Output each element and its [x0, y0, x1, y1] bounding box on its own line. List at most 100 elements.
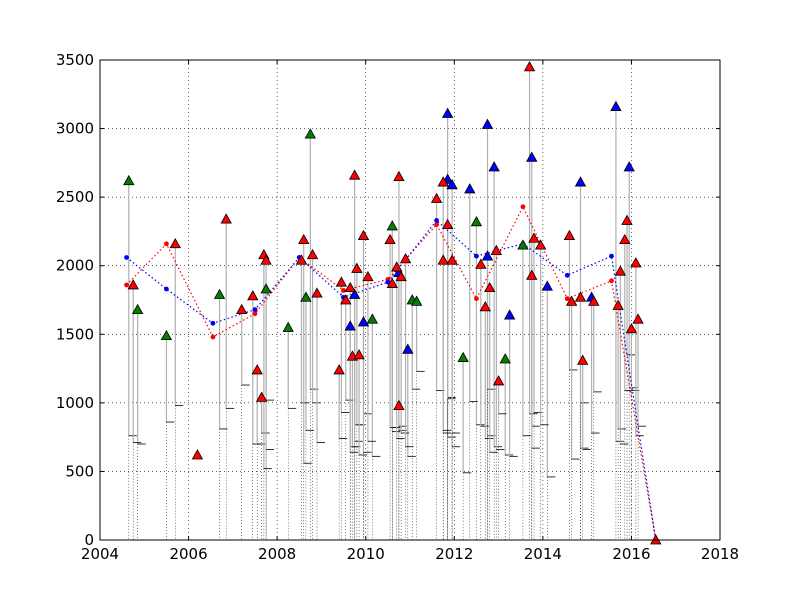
trend-point-blue — [385, 279, 391, 285]
y-tick-label: 1000 — [56, 394, 94, 412]
data-point-green — [304, 128, 317, 139]
data-point-green — [366, 313, 379, 324]
data-point-red — [348, 169, 361, 180]
data-point-red — [236, 303, 248, 315]
y-tick-label: 3500 — [56, 51, 94, 69]
data-point-red — [393, 170, 405, 181]
trend-point-blue — [474, 253, 479, 259]
trend-point-red — [210, 334, 216, 340]
data-point-green — [282, 321, 294, 332]
y-tick-label: 500 — [65, 462, 94, 480]
trend-point-red — [520, 204, 526, 210]
trend-point-blue — [124, 255, 129, 260]
data-point-green — [123, 174, 135, 186]
data-point-red — [446, 254, 458, 265]
trend-point-red — [341, 288, 346, 293]
y-tick-label: 2500 — [56, 188, 94, 206]
trend-point-blue — [252, 307, 258, 312]
trend-point-blue — [164, 286, 169, 292]
data-point-blue — [348, 288, 361, 299]
data-point-red — [351, 262, 363, 273]
y-tick-label: 1500 — [56, 325, 94, 343]
data-point-blue — [503, 309, 516, 320]
data-point-red — [384, 233, 396, 245]
data-point-blue — [610, 100, 622, 112]
trend-point-red — [564, 296, 570, 302]
axes-layer: 2004 2006 2008 2010 2012 2014 2016 2018 0 500 1000… — [56, 51, 739, 563]
data-point-red — [588, 295, 600, 306]
data-point-blue — [541, 280, 553, 291]
trend-point-red — [434, 222, 439, 227]
data-point-red — [523, 61, 536, 72]
data-point-blue — [446, 178, 458, 190]
trend-point-red — [474, 296, 479, 302]
data-point-red — [220, 213, 232, 224]
data-point-red — [295, 254, 308, 265]
x-tick-label: 2016 — [612, 545, 650, 563]
trend-point-blue — [609, 253, 614, 259]
data-point-red — [357, 229, 370, 240]
data-point-green — [386, 220, 398, 231]
trend-point-red — [252, 311, 258, 317]
data-point-red — [430, 192, 443, 203]
data-point-red — [612, 299, 624, 310]
data-point-red — [625, 322, 638, 334]
data-point-red — [574, 291, 587, 302]
data-point-green — [457, 351, 469, 363]
data-point-red — [306, 248, 319, 260]
trend-point-blue — [434, 218, 439, 223]
data-point-red — [399, 253, 412, 264]
data-point-red — [127, 279, 139, 290]
data-point-green — [410, 295, 423, 306]
data-point-red — [255, 391, 268, 402]
data-point-red — [395, 270, 407, 282]
data-point-green — [260, 283, 272, 294]
data-point-red — [475, 258, 487, 269]
data-point-blue — [344, 320, 356, 331]
data-point-red — [528, 232, 540, 243]
data-point-red — [565, 295, 578, 306]
data-point-red — [437, 254, 449, 265]
data-point-red — [344, 281, 356, 293]
data-point-blue — [623, 161, 635, 172]
plot-area-frame — [99, 59, 721, 541]
data-point-blue — [526, 151, 538, 162]
data-point-green — [213, 288, 226, 299]
trend-point-red — [124, 282, 129, 288]
y-tick-label: 2000 — [56, 257, 94, 275]
data-point-red — [479, 301, 491, 312]
stems-layer — [128, 66, 647, 540]
data-point-red — [484, 281, 496, 293]
data-point-blue — [481, 250, 494, 261]
data-point-red — [534, 239, 547, 250]
data-point-red — [563, 229, 576, 240]
data-point-blue — [357, 316, 370, 327]
x-tick-label: 2014 — [524, 545, 562, 563]
data-point-red — [437, 176, 449, 187]
trend-point-red — [609, 278, 614, 284]
data-point-red — [298, 233, 310, 245]
data-point-green — [517, 239, 529, 250]
trend-line-blue — [126, 219, 657, 541]
x-tick-label: 2010 — [347, 545, 385, 563]
y-tick-label: 3000 — [56, 120, 94, 138]
data-point-red — [632, 313, 644, 324]
data-point-blue — [574, 176, 587, 187]
grid-layer — [100, 60, 720, 540]
y-tick-label: 0 — [84, 531, 94, 549]
data-point-red — [492, 375, 505, 386]
data-point-red — [614, 265, 627, 276]
data-point-blue — [464, 183, 476, 194]
trend-point-blue — [210, 320, 216, 326]
data-point-red — [247, 290, 259, 301]
data-point-red — [621, 214, 633, 225]
data-point-red — [391, 261, 403, 272]
data-point-red — [393, 399, 405, 411]
data-point-red — [362, 270, 374, 282]
data-point-blue — [488, 161, 500, 172]
data-point-green — [160, 329, 173, 341]
data-point-blue — [441, 107, 454, 118]
data-point-red — [619, 233, 631, 245]
data-point-red — [490, 244, 503, 256]
